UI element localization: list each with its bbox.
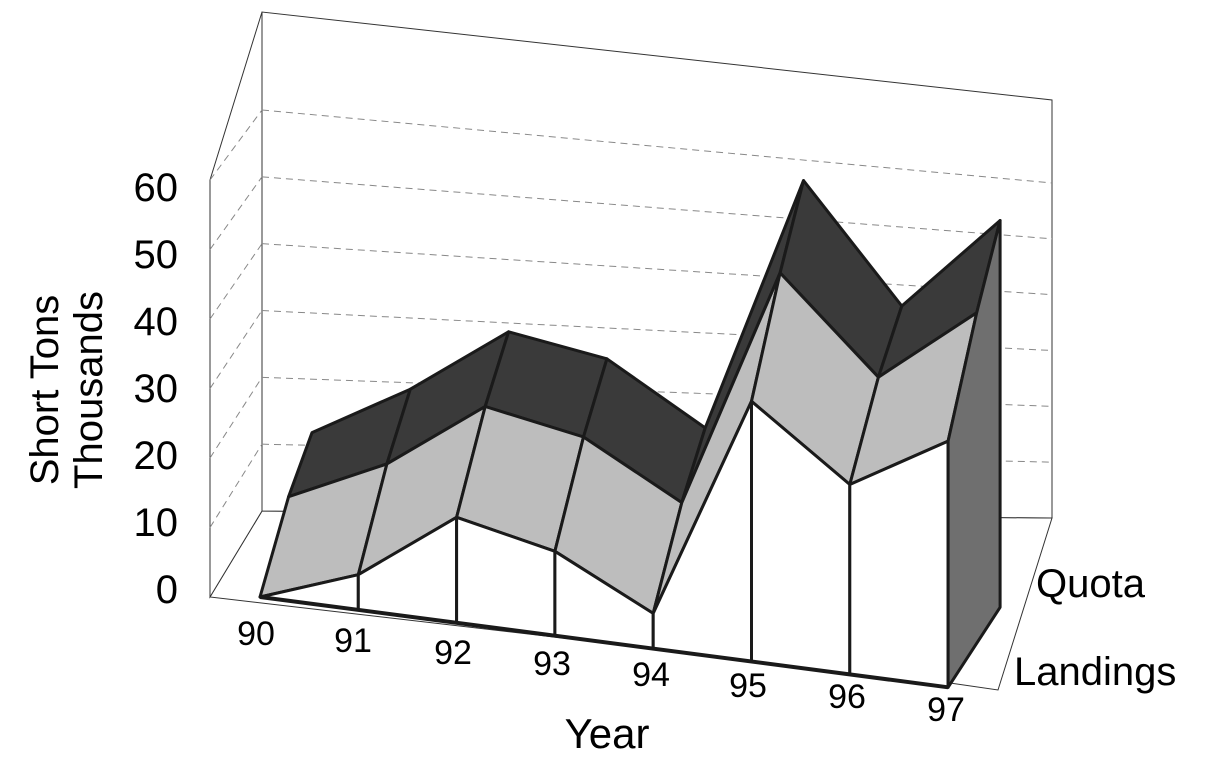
x-axis-title: Year bbox=[565, 710, 650, 757]
grid-line bbox=[209, 310, 263, 389]
axis-labels: 0 10 20 30 40 50 60 Short Tons Thousands… bbox=[23, 166, 1176, 757]
chart-side-wall bbox=[209, 11, 263, 599]
grid-line bbox=[209, 176, 263, 250]
end-cap bbox=[946, 219, 1002, 689]
y-axis-title-line2: Thousands bbox=[67, 291, 111, 489]
y-tick-label: 50 bbox=[134, 233, 179, 277]
x-tick-label: 90 bbox=[237, 615, 275, 653]
grid-line bbox=[209, 243, 263, 320]
x-tick-label: 96 bbox=[828, 678, 866, 716]
grid-line bbox=[209, 109, 263, 181]
front-face-segment bbox=[848, 439, 950, 689]
y-tick-label: 0 bbox=[156, 568, 178, 612]
y-tick-label: 60 bbox=[134, 166, 179, 210]
x-tick-label: 91 bbox=[334, 622, 372, 660]
x-tick-label: 92 bbox=[434, 634, 472, 672]
x-tick-label: 95 bbox=[729, 667, 767, 705]
grid-line bbox=[261, 109, 1053, 184]
grid-line bbox=[209, 377, 263, 459]
depth-label-quota: Quota bbox=[1036, 562, 1146, 606]
depth-label-landings: Landings bbox=[1014, 650, 1176, 694]
grid-lines bbox=[209, 109, 1053, 528]
x-tick-label: 93 bbox=[533, 645, 571, 683]
y-tick-label: 40 bbox=[134, 300, 179, 344]
data-ribbons bbox=[258, 179, 1002, 690]
y-axis-title-line1: Short Tons bbox=[23, 295, 67, 486]
x-axis-baseline bbox=[259, 595, 949, 690]
grid-line bbox=[261, 176, 1053, 240]
grid-line bbox=[209, 443, 263, 528]
x-tick-label: 94 bbox=[632, 656, 670, 694]
y-tick-label: 10 bbox=[134, 501, 179, 545]
x-tick-label: 97 bbox=[927, 691, 965, 729]
y-tick-label: 30 bbox=[134, 367, 179, 411]
y-tick-label: 20 bbox=[134, 434, 179, 478]
